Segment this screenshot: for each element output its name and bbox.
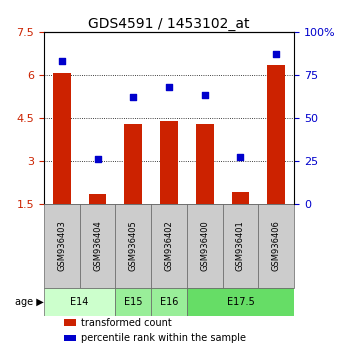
Bar bbox=[124, 124, 142, 204]
Bar bbox=[44, 204, 80, 288]
Text: transformed count: transformed count bbox=[81, 318, 172, 328]
Bar bbox=[115, 204, 151, 288]
Bar bbox=[267, 65, 285, 204]
Point bbox=[59, 58, 65, 64]
Text: GSM936401: GSM936401 bbox=[236, 220, 245, 271]
Bar bbox=[64, 319, 76, 326]
Point bbox=[130, 94, 136, 100]
Title: GDS4591 / 1453102_at: GDS4591 / 1453102_at bbox=[88, 17, 250, 31]
Point bbox=[202, 93, 208, 98]
Bar bbox=[160, 121, 178, 204]
Point bbox=[238, 154, 243, 160]
Text: percentile rank within the sample: percentile rank within the sample bbox=[81, 333, 246, 343]
Text: E15: E15 bbox=[124, 297, 143, 307]
Text: GSM936405: GSM936405 bbox=[129, 220, 138, 271]
Text: E14: E14 bbox=[71, 297, 89, 307]
Text: GSM936400: GSM936400 bbox=[200, 220, 209, 271]
Text: age ▶: age ▶ bbox=[15, 297, 44, 307]
Bar bbox=[258, 204, 294, 288]
Point bbox=[273, 51, 279, 57]
Text: GSM936403: GSM936403 bbox=[57, 220, 66, 271]
Bar bbox=[53, 73, 71, 204]
Bar bbox=[115, 288, 151, 316]
Text: GSM936404: GSM936404 bbox=[93, 220, 102, 271]
Bar bbox=[187, 204, 223, 288]
Bar bbox=[196, 124, 214, 204]
Bar bbox=[151, 204, 187, 288]
Text: E17.5: E17.5 bbox=[226, 297, 254, 307]
Bar bbox=[151, 288, 187, 316]
Point bbox=[95, 156, 100, 162]
Bar bbox=[223, 204, 258, 288]
Bar bbox=[187, 288, 294, 316]
Bar bbox=[64, 335, 76, 341]
Text: GSM936406: GSM936406 bbox=[272, 220, 281, 271]
Bar bbox=[44, 288, 115, 316]
Text: E16: E16 bbox=[160, 297, 178, 307]
Text: GSM936402: GSM936402 bbox=[165, 220, 173, 271]
Point bbox=[166, 84, 172, 90]
Bar bbox=[89, 194, 106, 204]
Bar bbox=[80, 204, 115, 288]
Bar bbox=[232, 192, 249, 204]
